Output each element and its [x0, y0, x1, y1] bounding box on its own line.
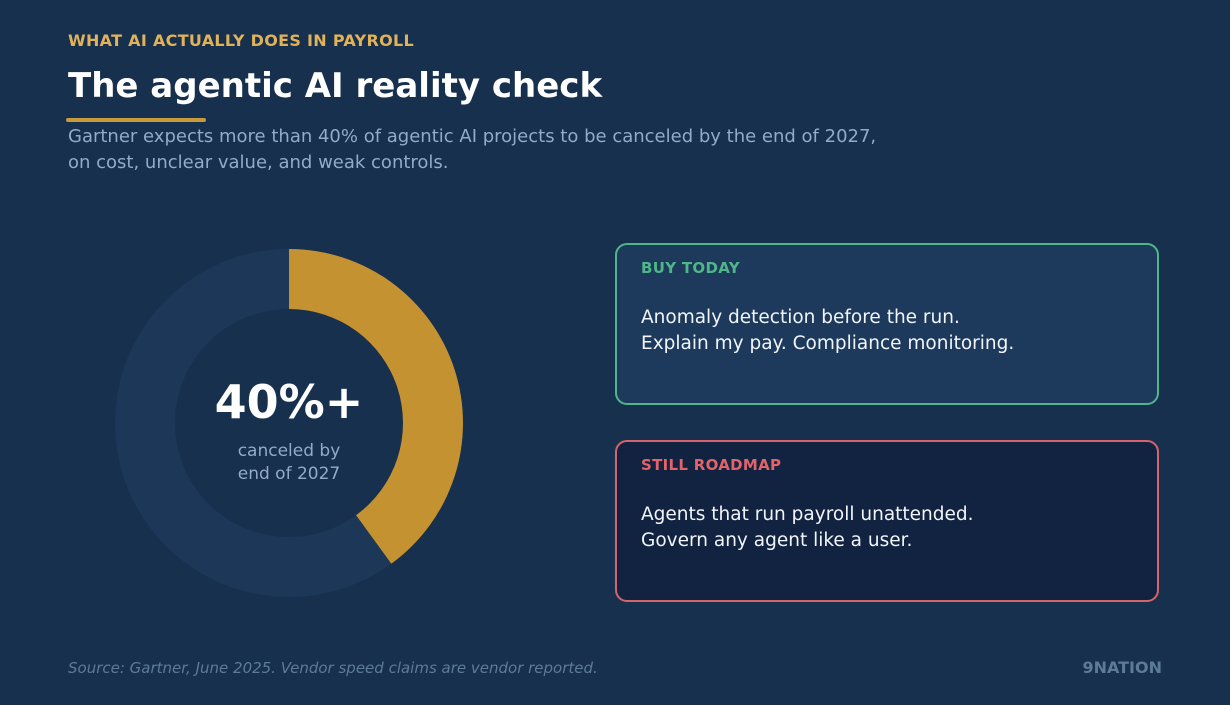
donut-slice-canceled	[289, 249, 463, 564]
source-note: Source: Gartner, June 2025. Vendor speed…	[68, 659, 598, 677]
still-roadmap-card: STILL ROADMAP Agents that run payroll un…	[615, 440, 1159, 602]
still-roadmap-line-1: Agents that run payroll unattended.	[641, 504, 974, 525]
page-title: The agentic AI reality check	[68, 66, 603, 106]
title-underline	[66, 118, 206, 122]
subtitle-line-1: Gartner expects more than 40% of agentic…	[68, 126, 877, 147]
buy-today-label: BUY TODAY	[641, 259, 740, 277]
donut-svg	[115, 249, 463, 597]
buy-today-card: BUY TODAY Anomaly detection before the r…	[615, 243, 1159, 405]
buy-today-line-2: Explain my pay. Compliance monitoring.	[641, 333, 1015, 354]
brand-logo: 9NATION	[1082, 658, 1162, 677]
donut-center-caption: canceled by end of 2027	[115, 440, 463, 486]
still-roadmap-body: Agents that run payroll unattended. Gove…	[641, 502, 974, 554]
buy-today-line-1: Anomaly detection before the run.	[641, 307, 960, 328]
subtitle-line-2: on cost, unclear value, and weak control…	[68, 152, 449, 173]
buy-today-body: Anomaly detection before the run. Explai…	[641, 305, 1014, 357]
donut-caption-line-1: canceled by	[237, 441, 341, 461]
still-roadmap-label: STILL ROADMAP	[641, 456, 782, 474]
donut-slice-remainder	[115, 249, 392, 597]
eyebrow-label: WHAT AI ACTUALLY DOES IN PAYROLL	[68, 31, 414, 50]
subtitle: Gartner expects more than 40% of agentic…	[68, 124, 968, 176]
donut-caption-line-2: end of 2027	[237, 464, 341, 484]
donut-chart: 40%+ canceled by end of 2027	[115, 249, 463, 597]
donut-center: 40%+ canceled by end of 2027	[115, 249, 463, 597]
donut-center-value: 40%+	[214, 375, 364, 429]
still-roadmap-line-2: Govern any agent like a user.	[641, 530, 913, 551]
